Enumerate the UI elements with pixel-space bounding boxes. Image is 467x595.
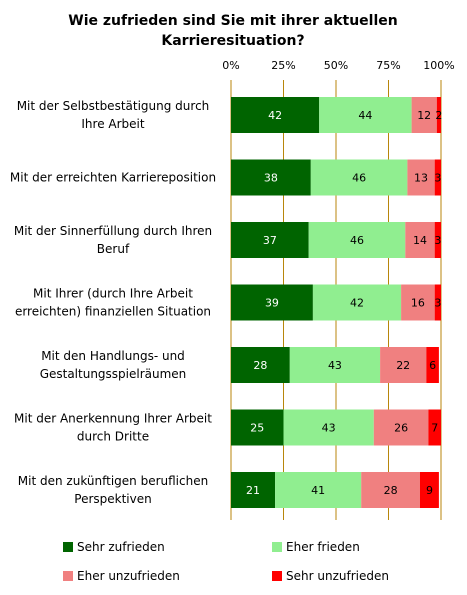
bar-segment bbox=[231, 347, 290, 383]
legend-swatch bbox=[272, 542, 282, 552]
x-tick-label: 100% bbox=[423, 59, 454, 72]
bar-segment bbox=[289, 347, 381, 383]
legend-label: Eher unzufrieden bbox=[77, 569, 180, 583]
data-label: 16 bbox=[411, 297, 425, 310]
chart-title-line: Karrieresituation? bbox=[161, 33, 304, 49]
category-label: Mit der Anerkennung Ihrer Arbeit bbox=[14, 412, 212, 426]
data-label: 28 bbox=[384, 484, 398, 497]
bar-segment bbox=[231, 159, 311, 196]
bar-segment bbox=[373, 409, 429, 446]
category-label: Mit Ihrer (durch Ihre Arbeit bbox=[33, 287, 193, 301]
bar-segment bbox=[319, 97, 412, 133]
chart-title-line: Wie zufrieden sind Sie mit ihrer aktuell… bbox=[68, 13, 398, 29]
bar-segment bbox=[380, 347, 427, 383]
bar-segment bbox=[434, 222, 441, 258]
data-label: 46 bbox=[350, 234, 364, 247]
bar-segment bbox=[231, 409, 284, 446]
x-tick-label: 75% bbox=[376, 59, 400, 72]
data-label: 2 bbox=[435, 109, 442, 122]
x-tick-label: 25% bbox=[271, 59, 295, 72]
data-label: 21 bbox=[246, 484, 260, 497]
category-label: Mit der erreichten Karriereposition bbox=[10, 171, 216, 185]
data-label: 3 bbox=[434, 297, 441, 310]
data-label: 46 bbox=[352, 172, 366, 185]
bar-segment bbox=[231, 97, 320, 133]
bar-segment bbox=[428, 409, 441, 446]
bar-segment bbox=[401, 284, 435, 321]
category-labels: Mit der Selbstbestätigung durch Ihre Arbe… bbox=[10, 99, 216, 506]
bar-segment bbox=[420, 472, 439, 508]
legend-label: Sehr zufrieden bbox=[77, 540, 165, 554]
legend: Sehr zufrieden Eher frieden Eher unzufried… bbox=[63, 540, 389, 583]
data-label: 26 bbox=[394, 422, 408, 435]
data-label: 37 bbox=[263, 234, 277, 247]
bar-segment bbox=[312, 284, 402, 321]
data-label: 14 bbox=[413, 234, 427, 247]
legend-label: Sehr unzufrieden bbox=[286, 569, 389, 583]
category-label: Mit den zukünftigen beruflichen bbox=[18, 474, 208, 488]
data-label: 12 bbox=[417, 109, 431, 122]
data-label: 6 bbox=[429, 359, 436, 372]
data-label: 22 bbox=[396, 359, 410, 372]
bar-segment bbox=[434, 159, 441, 196]
legend-swatch bbox=[272, 571, 282, 581]
bar-segment bbox=[310, 159, 408, 196]
data-label: 7 bbox=[431, 422, 438, 435]
bar-segment bbox=[283, 409, 374, 446]
data-label: 38 bbox=[264, 172, 278, 185]
data-label: 42 bbox=[268, 109, 282, 122]
data-label: 3 bbox=[434, 172, 441, 185]
legend-label: Eher frieden bbox=[286, 540, 360, 554]
data-label: 13 bbox=[414, 172, 428, 185]
bar-segment bbox=[231, 222, 309, 258]
data-label: 43 bbox=[328, 359, 342, 372]
bar-segment bbox=[436, 97, 441, 133]
bar-segment bbox=[434, 284, 441, 321]
category-label: Mit der Selbstbestätigung durch bbox=[17, 99, 210, 113]
data-label: 3 bbox=[434, 234, 441, 247]
data-label: 9 bbox=[426, 484, 433, 497]
bar-segment bbox=[426, 347, 439, 383]
x-axis-ticks: 0% 25% 50% 75% 100% bbox=[222, 59, 454, 72]
chart-title: Wie zufrieden sind Sie mit ihrer aktuell… bbox=[68, 13, 398, 49]
category-label: Mit den Handlungs- und bbox=[41, 349, 185, 363]
bar-segment bbox=[231, 472, 276, 508]
legend-swatch bbox=[63, 571, 73, 581]
legend-swatch bbox=[63, 542, 73, 552]
data-label: 41 bbox=[311, 484, 325, 497]
x-tick-label: 0% bbox=[222, 59, 239, 72]
bar-segment bbox=[308, 222, 406, 258]
category-label: Perspektiven bbox=[74, 492, 151, 506]
bar-segment bbox=[361, 472, 420, 508]
data-label: 25 bbox=[250, 422, 264, 435]
bar-segment bbox=[407, 159, 435, 196]
category-label: Beruf bbox=[97, 242, 130, 256]
bar-segment bbox=[231, 284, 313, 321]
bar-segment bbox=[411, 97, 437, 133]
bar-segment bbox=[405, 222, 435, 258]
data-label: 28 bbox=[253, 359, 267, 372]
data-label: 43 bbox=[322, 422, 336, 435]
data-label: 42 bbox=[350, 297, 364, 310]
category-label: Gestaltungsspielräumen bbox=[40, 367, 187, 381]
x-tick-label: 50% bbox=[324, 59, 348, 72]
category-label: Ihre Arbeit bbox=[81, 117, 144, 131]
data-label: 39 bbox=[265, 297, 279, 310]
category-label: erreichten) finanziellen Situation bbox=[15, 305, 211, 319]
category-label: Mit der Sinnerfüllung durch Ihren bbox=[14, 224, 212, 238]
data-label: 44 bbox=[358, 109, 372, 122]
category-label: durch Dritte bbox=[77, 430, 149, 444]
bar-segment bbox=[275, 472, 362, 508]
bars: 42 44 12 2 38 46 13 3 37 46 14 3 39 42 16 3 28 43 22 6 25 43 2… bbox=[231, 97, 442, 508]
